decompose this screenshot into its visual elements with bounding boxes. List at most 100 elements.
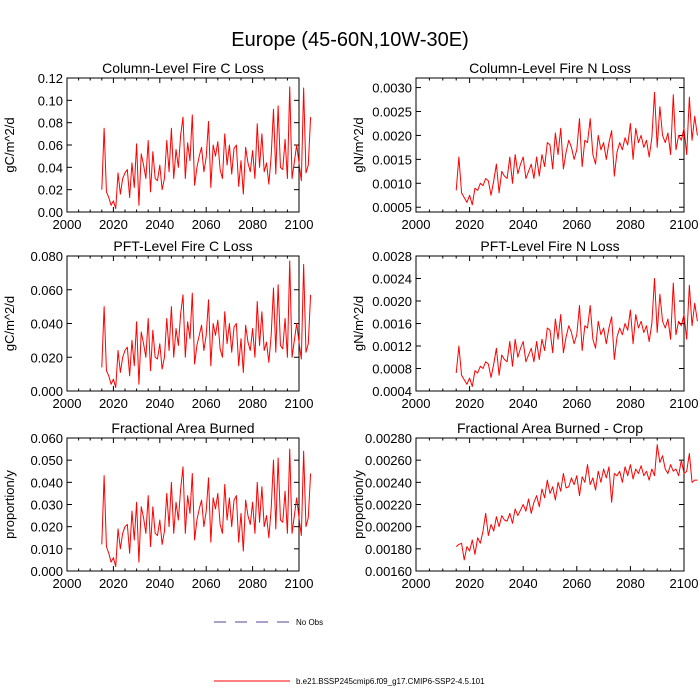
y-axis-label-fractional-area-burned-crop: proportion/y	[351, 470, 366, 539]
y-tick-label: 0.0025	[372, 105, 412, 120]
y-axis-label-fractional-area-burned: proportion/y	[2, 470, 17, 539]
panel-title-column-level-fire-c-loss: Column-Level Fire C Loss	[102, 60, 264, 76]
x-tick-label: 2020	[99, 576, 128, 591]
y-tick-label: 0.0010	[372, 176, 412, 191]
y-tick-label: 0.010	[30, 542, 63, 557]
series-line-column-level-fire-n-loss	[455, 91, 698, 206]
x-tick-label: 2060	[192, 396, 221, 411]
y-axis-label-column-level-fire-c-loss: gC/m^2/d	[2, 117, 17, 172]
series-line-column-level-fire-c-loss	[101, 86, 312, 210]
y-tick-label: 0.030	[30, 498, 63, 513]
series-line-pft-level-fire-n-loss	[455, 278, 698, 387]
y-tick-label: 0.04	[38, 160, 63, 175]
x-tick-label: 2020	[99, 396, 128, 411]
panel-pft-level-fire-c-loss: PFT-Level Fire C Loss 2000 2020 2040 2060 208…	[2, 238, 313, 411]
y-tick-label: 0.12	[38, 71, 63, 86]
series-line-fractional-area-burned-crop	[455, 444, 698, 561]
y-tick-label: 0.0028	[372, 249, 412, 264]
y-tick-label: 0.0015	[372, 152, 412, 167]
y-tick-label: 0.0020	[372, 128, 412, 143]
y-tick-label: 0.0016	[372, 317, 412, 332]
figure-title: Europe (45-60N,10W-30E)	[231, 29, 469, 51]
panel-title-fractional-area-burned: Fractional Area Burned	[111, 420, 254, 436]
series-line-pft-level-fire-c-loss	[101, 260, 312, 389]
series-line-fractional-area-burned	[101, 448, 312, 568]
plot-frame-fractional-area-burned	[66, 437, 300, 572]
y-tick-label: 0.020	[30, 350, 63, 365]
y-tick-label: 0.00160	[365, 564, 412, 579]
y-tick-label: 0.02	[38, 183, 63, 198]
panel-fractional-area-burned: Fractional Area Burned 2000 2020 2040 2060 20…	[2, 420, 313, 591]
x-tick-label: 2040	[145, 396, 174, 411]
y-tick-label: 0.10	[38, 93, 63, 108]
x-tick-label: 2080	[616, 396, 645, 411]
y-tick-label: 0.0004	[372, 384, 412, 399]
x-tick-label: 2100	[670, 396, 699, 411]
y-tick-label: 0.00240	[365, 475, 412, 490]
x-tick-label: 2040	[509, 217, 538, 232]
panel-column-level-fire-c-loss: Column-Level Fire C Loss 2000 2020 2040 2060…	[2, 60, 313, 232]
y-tick-label: 0.020	[30, 520, 63, 535]
x-tick-label: 2000	[53, 217, 82, 232]
x-tick-label: 2080	[616, 576, 645, 591]
x-tick-label: 2040	[509, 396, 538, 411]
y-tick-label: 0.060	[30, 283, 63, 298]
x-tick-label: 2000	[53, 396, 82, 411]
legend-label-no-obs: No Obs	[296, 618, 323, 627]
plot-frame-pft-level-fire-c-loss	[66, 255, 300, 392]
y-axis-label-pft-level-fire-n-loss: gN/m^2/d	[351, 296, 366, 351]
x-tick-label: 2080	[238, 576, 267, 591]
y-tick-label: 0.00220	[365, 498, 412, 513]
y-tick-label: 0.000	[30, 384, 63, 399]
panel-column-level-fire-n-loss: Column-Level Fire N Loss 2000 2020 2040 2060…	[351, 60, 698, 232]
panel-title-fractional-area-burned-crop: Fractional Area Burned - Crop	[457, 420, 643, 436]
x-tick-label: 2100	[670, 576, 699, 591]
x-tick-label: 2060	[192, 217, 221, 232]
legend-label-simulation: b.e21.BSSP245cmip6.f09_g17.CMIP6-SSP2-4.…	[296, 677, 485, 686]
y-tick-label: 0.0008	[372, 362, 412, 377]
panel-pft-level-fire-n-loss: PFT-Level Fire N Loss 2000 2020 2040 2060 208…	[351, 238, 698, 411]
y-tick-label: 0.08	[38, 116, 63, 131]
y-tick-label: 0.040	[30, 475, 63, 490]
x-tick-label: 2020	[455, 217, 484, 232]
x-tick-label: 2040	[145, 576, 174, 591]
x-tick-label: 2100	[285, 576, 314, 591]
panel-title-pft-level-fire-n-loss: PFT-Level Fire N Loss	[480, 238, 619, 254]
y-tick-label: 0.050	[30, 453, 63, 468]
x-tick-label: 2000	[402, 576, 431, 591]
x-tick-label: 2080	[238, 396, 267, 411]
y-tick-label: 0.0020	[372, 294, 412, 309]
y-tick-label: 0.00280	[365, 431, 412, 446]
y-tick-label: 0.00260	[365, 453, 412, 468]
x-tick-label: 2040	[145, 217, 174, 232]
x-tick-label: 2080	[238, 217, 267, 232]
x-tick-label: 2020	[455, 576, 484, 591]
y-tick-label: 0.0005	[372, 200, 412, 215]
panel-title-column-level-fire-n-loss: Column-Level Fire N Loss	[469, 60, 631, 76]
x-tick-label: 2100	[285, 217, 314, 232]
x-tick-label: 2020	[455, 396, 484, 411]
x-tick-label: 2020	[99, 217, 128, 232]
x-tick-label: 2100	[670, 217, 699, 232]
x-tick-label: 2060	[562, 576, 591, 591]
legend: No Obs b.e21.BSSP245cmip6.f09_g17.CMIP6-…	[214, 618, 485, 686]
y-tick-label: 0.0012	[372, 339, 412, 354]
y-tick-label: 0.00200	[365, 520, 412, 535]
y-axis-label-column-level-fire-n-loss: gN/m^2/d	[351, 117, 366, 172]
y-tick-label: 0.00	[38, 205, 63, 220]
y-tick-label: 0.0030	[372, 81, 412, 96]
y-tick-label: 0.080	[30, 249, 63, 264]
x-tick-label: 2060	[562, 396, 591, 411]
plot-frame-column-level-fire-c-loss	[66, 77, 300, 213]
y-tick-label: 0.060	[30, 431, 63, 446]
x-tick-label: 2100	[285, 396, 314, 411]
x-tick-label: 2060	[562, 217, 591, 232]
x-tick-label: 2060	[192, 576, 221, 591]
x-tick-label: 2040	[509, 576, 538, 591]
y-tick-label: 0.0024	[372, 272, 412, 287]
panels: Column-Level Fire C Loss 2000 2020 2040 2060…	[2, 60, 698, 591]
x-tick-label: 2000	[402, 396, 431, 411]
y-tick-label: 0.00180	[365, 542, 412, 557]
panel-title-pft-level-fire-c-loss: PFT-Level Fire C Loss	[113, 238, 252, 254]
